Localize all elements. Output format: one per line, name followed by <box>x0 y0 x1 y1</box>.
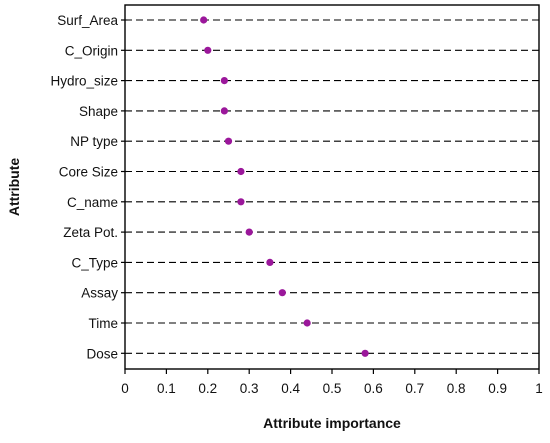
data-point <box>224 137 233 145</box>
category-label: Hydro_size <box>50 74 118 89</box>
data-point <box>266 258 274 266</box>
category-label: Zeta Pot. <box>63 225 118 240</box>
category-label: Core Size <box>59 165 118 180</box>
x-axis-tick-labels: 0 0.1 0.2 0.3 0.4 0.5 0.6 0.7 0.8 0.9 1 <box>121 381 543 396</box>
x-tick-label: 0.3 <box>240 381 259 396</box>
x-tick-label: 0.6 <box>364 381 383 396</box>
x-axis-title: Attribute importance <box>263 415 401 431</box>
data-point <box>220 77 228 85</box>
category-label: NP type <box>70 134 118 149</box>
data-point <box>245 228 253 236</box>
plot-frame <box>124 4 540 370</box>
category-label: Time <box>89 316 119 331</box>
x-tick-label: 0.7 <box>405 381 424 396</box>
category-label: C_name <box>67 195 118 210</box>
category-label: Assay <box>81 286 118 301</box>
data-points <box>200 16 369 357</box>
data-point <box>361 349 369 357</box>
x-axis-ticks <box>121 19 540 374</box>
y-axis-title: Attribute <box>6 158 22 217</box>
x-tick-label: 0.5 <box>323 381 342 396</box>
x-tick-label: 0.8 <box>447 381 466 396</box>
data-point <box>237 198 245 206</box>
data-point <box>220 107 228 115</box>
category-label: Surf_Area <box>57 13 118 28</box>
category-label: C_Origin <box>65 43 118 58</box>
category-label: Shape <box>79 104 118 119</box>
data-point <box>237 167 245 176</box>
x-tick-label: 0.9 <box>488 381 507 396</box>
category-label: C_Type <box>71 255 118 270</box>
y-axis-category-labels: Surf_Area C_Origin Hydro_size Shape NP type C… <box>50 13 118 361</box>
category-label: Dose <box>86 346 118 361</box>
data-point <box>204 46 212 54</box>
x-tick-label: 1 <box>535 381 543 396</box>
x-tick-label: 0 <box>121 381 129 396</box>
data-point <box>278 289 286 297</box>
x-tick-label: 0.1 <box>157 381 176 396</box>
data-point <box>200 16 208 24</box>
gridlines <box>125 19 539 354</box>
x-tick-label: 0.2 <box>198 381 217 396</box>
x-tick-label: 0.4 <box>281 381 300 396</box>
data-point <box>303 319 311 327</box>
